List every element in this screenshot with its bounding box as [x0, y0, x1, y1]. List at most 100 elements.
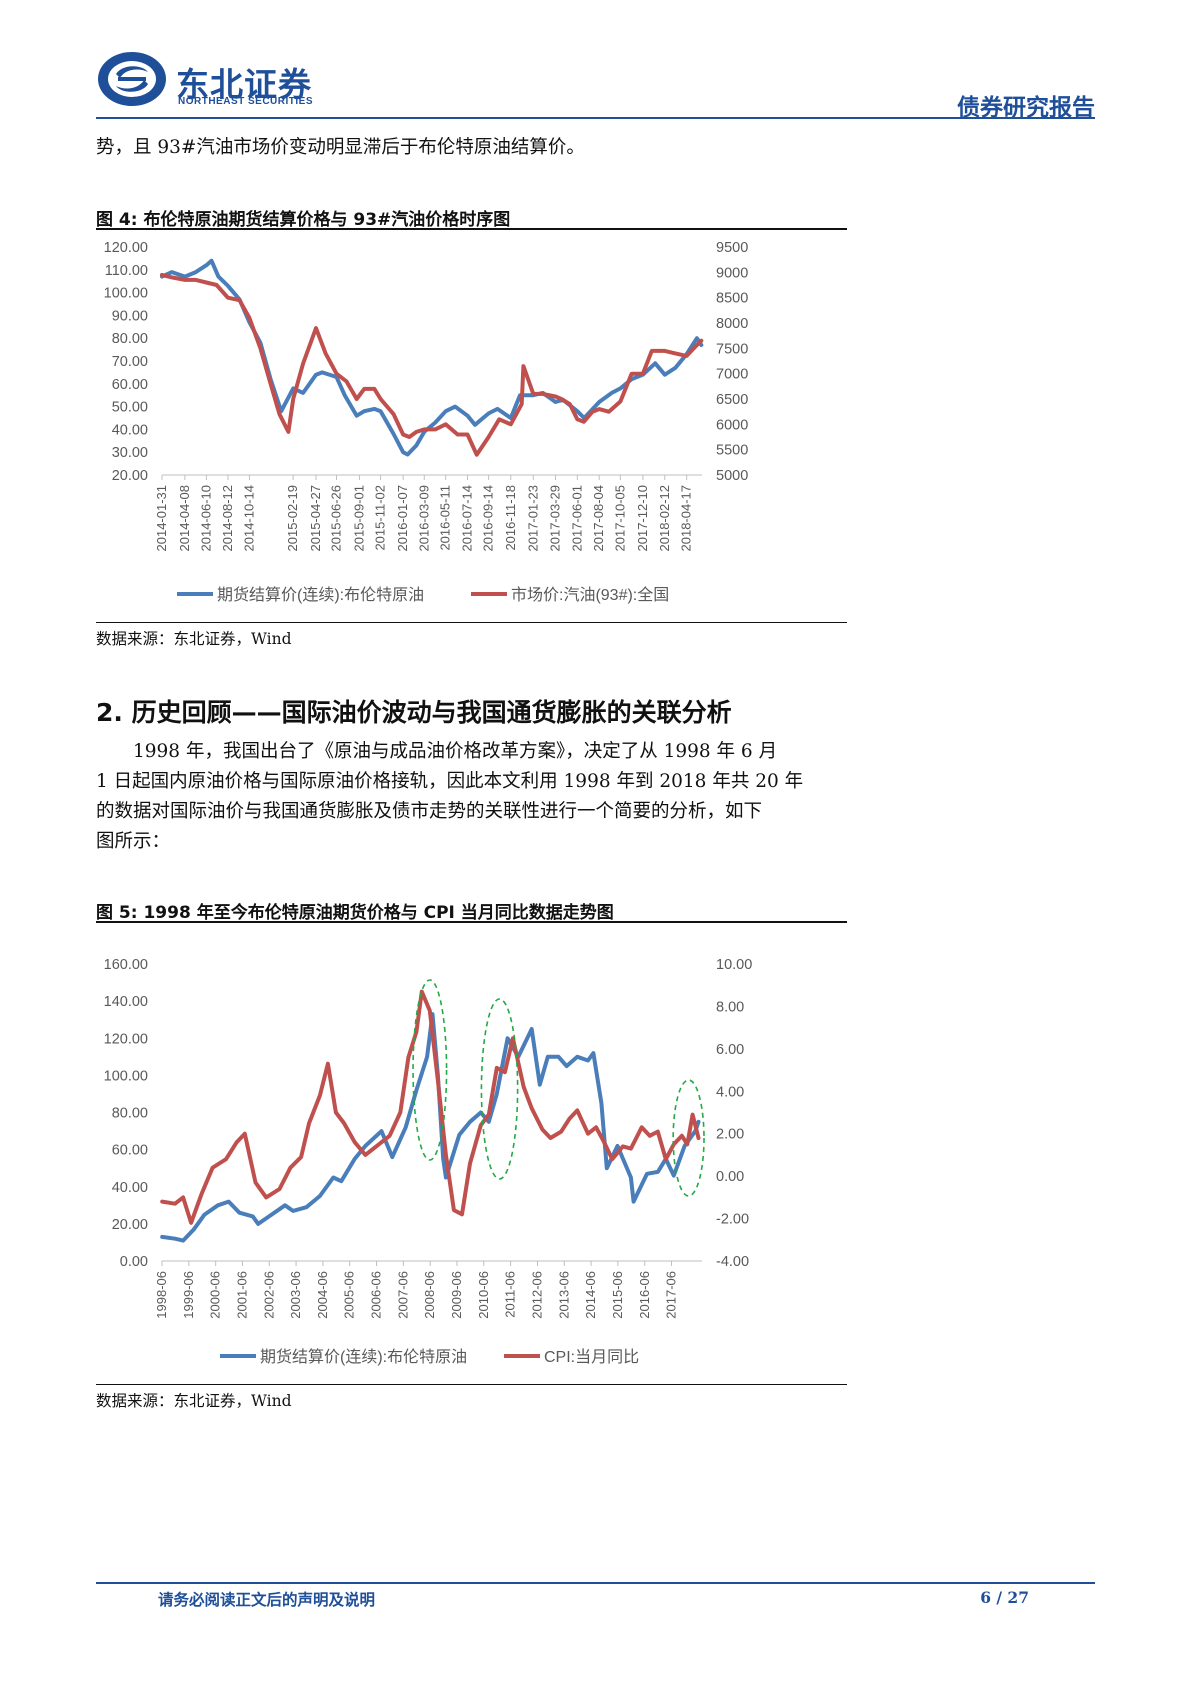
- northeast-securities-logo: [98, 52, 166, 106]
- fig4-x-tick-label: 2016-01-07: [395, 485, 410, 552]
- fig5-x-tick-label: 2017-06: [664, 1271, 679, 1319]
- figure4-bottom-rule: [96, 622, 847, 623]
- fig4-left-tick-label: 120.00: [104, 240, 148, 256]
- fig5-x-tick-label: 2014-06: [583, 1271, 598, 1319]
- fig5-x-tick-label: 2012-06: [529, 1271, 544, 1319]
- section2-para-line1: 1998 年，我国出台了《原油与成品油价格改革方案》，决定了从 1998 年 6…: [133, 741, 778, 762]
- fig5-left-tick-label: 60.00: [112, 1143, 148, 1159]
- fig4-series-line-gasoline: [160, 272, 704, 457]
- fig4-x-tick-label: 2014-01-31: [154, 485, 169, 552]
- fig4-x-tick-label: 2017-01-23: [525, 485, 540, 552]
- header-divider: [96, 117, 1095, 119]
- footer-divider: [96, 1582, 1095, 1584]
- fig4-x-tick-label: 2016-11-18: [503, 485, 518, 551]
- fig5-left-tick-label: 100.00: [104, 1068, 148, 1084]
- footer-disclaimer-note: 请务必阅读正文后的声明及说明: [158, 1590, 376, 1609]
- fig4-left-tick-label: 40.00: [112, 422, 148, 438]
- fig4-legend-label: 期货结算价(连续):布伦特原油: [217, 585, 424, 604]
- section2-para-line4: 图所示：: [96, 831, 171, 852]
- fig4-right-tick-label: 6500: [716, 392, 748, 408]
- fig5-right-tick-label: -2.00: [716, 1212, 749, 1228]
- fig5-x-tick-label: 2004-06: [315, 1271, 330, 1319]
- fig5-legend-label: 期货结算价(连续):布伦特原油: [260, 1347, 467, 1366]
- brand-name-en: NORTHEAST SECURITIES: [178, 96, 314, 107]
- fig4-x-tick-label: 2017-03-29: [547, 485, 562, 552]
- fig4-x-tick-label: 2015-02-19: [285, 485, 300, 552]
- fig5-left-tick-label: 80.00: [112, 1106, 148, 1122]
- fig4-x-tick-label: 2015-11-02: [373, 485, 388, 551]
- fig4-x-tick-label: 2014-06-10: [198, 485, 213, 552]
- fig4-series-line-brent: [160, 258, 704, 457]
- fig4-x-tick-label: 2016-05-11: [438, 485, 453, 551]
- fig5-x-tick-label: 2016-06: [637, 1271, 652, 1319]
- fig4-left-tick-label: 20.00: [112, 468, 148, 484]
- fig5-right-tick-label: 10.00: [716, 957, 752, 973]
- fig5-x-tick-label: 2001-06: [234, 1271, 249, 1319]
- fig4-left-tick-label: 30.00: [112, 445, 148, 461]
- fig5-right-tick-label: -4.00: [716, 1254, 749, 1270]
- fig5-left-tick-label: 20.00: [112, 1217, 148, 1233]
- fig4-left-tick-label: 110.00: [105, 263, 148, 279]
- fig4-left-tick-label: 60.00: [112, 377, 148, 393]
- figure4-source: 数据来源：东北证券，Wind: [96, 630, 292, 648]
- fig5-legend-label: CPI:当月同比: [544, 1348, 639, 1366]
- fig5-left-tick-label: 0.00: [120, 1254, 148, 1270]
- fig5-x-tick-label: 2013-06: [556, 1271, 571, 1319]
- figure5-top-rule: [96, 921, 847, 923]
- fig4-x-tick-label: 2014-04-08: [177, 485, 192, 552]
- brand-name-cn: 东北证券: [176, 65, 312, 104]
- intro-text: 势，且 93#汽油市场价变动明显滞后于布伦特原油结算价。: [96, 137, 585, 158]
- fig4-right-tick-label: 8500: [716, 291, 748, 307]
- fig4-x-tick-label: 2018-02-12: [657, 485, 672, 552]
- page-number: 6 / 27: [980, 1588, 1029, 1607]
- fig5-x-tick-label: 2015-06: [610, 1271, 625, 1319]
- fig4-x-tick-label: 2017-12-10: [635, 485, 650, 552]
- fig5-annotation-ellipse: [672, 1079, 705, 1197]
- fig4-left-tick-label: 90.00: [112, 308, 148, 324]
- fig5-series-line-cpi: [160, 989, 701, 1225]
- fig5-annotation-ellipse: [480, 998, 519, 1180]
- section2-para-line2: 1 日起国内原油价格与国际原油价格接轨，因此本文利用 1998 年到 2018 …: [96, 771, 804, 792]
- fig5-series-line-brent: [160, 1012, 701, 1243]
- report-type: 债券研究报告: [957, 95, 1095, 121]
- fig5-x-tick-label: 2005-06: [342, 1271, 357, 1319]
- section2-title: 2. 历史回顾——国际油价波动与我国通货膨胀的关联分析: [96, 698, 732, 727]
- fig4-right-tick-label: 6000: [716, 417, 748, 433]
- fig5-left-tick-label: 40.00: [112, 1180, 148, 1196]
- fig4-right-tick-label: 9500: [716, 240, 748, 256]
- figure4-title: 图 4: 布伦特原油期货结算价格与 93#汽油价格时序图: [96, 210, 511, 230]
- fig4-left-tick-label: 70.00: [112, 354, 148, 370]
- fig4-right-tick-label: 7500: [716, 341, 748, 357]
- section2-para-line3: 的数据对国际油价与我国通货膨胀及债市走势的关联性进行一个简要的分析，如下: [96, 801, 763, 822]
- fig4-x-tick-label: 2017-10-05: [612, 485, 627, 552]
- fig4-x-tick-label: 2014-08-12: [220, 485, 235, 552]
- fig4-left-tick-label: 100.00: [104, 286, 148, 302]
- fig5-x-tick-label: 2006-06: [369, 1271, 384, 1319]
- fig4-left-tick-label: 80.00: [112, 331, 148, 347]
- fig5-x-tick-label: 2002-06: [261, 1271, 276, 1319]
- figure4-chart: 120.00 110.00 100.00 90.00 80.00 70.00 60.00 50…: [104, 240, 749, 604]
- fig5-annotation-ellipse: [412, 979, 448, 1161]
- fig4-x-tick-label: 2015-04-27: [308, 485, 323, 552]
- figure5-source: 数据来源：东北证券，Wind: [96, 1392, 292, 1410]
- fig5-x-tick-label: 2010-06: [476, 1271, 491, 1319]
- fig4-right-tick-label: 5000: [716, 468, 748, 484]
- fig5-right-tick-label: 2.00: [716, 1127, 744, 1143]
- fig4-right-tick-label: 7000: [716, 367, 748, 383]
- figure5-bottom-rule: [96, 1384, 847, 1385]
- figure4-top-rule: [96, 228, 847, 230]
- fig4-x-tick-label: 2015-09-01: [351, 485, 366, 552]
- fig4-right-tick-label: 8000: [716, 316, 748, 332]
- fig5-x-tick-label: 1999-06: [181, 1271, 196, 1319]
- fig5-left-tick-label: 120.00: [104, 1031, 148, 1047]
- fig5-left-tick-label: 140.00: [104, 994, 148, 1010]
- fig5-right-tick-label: 6.00: [716, 1042, 744, 1058]
- fig5-x-tick-label: 2003-06: [288, 1271, 303, 1319]
- fig5-x-tick-label: 2008-06: [422, 1271, 437, 1319]
- fig4-x-tick-label: 2017-06-01: [569, 485, 584, 552]
- fig4-x-tick-label: 2018-04-17: [679, 485, 694, 552]
- fig5-right-tick-label: 8.00: [716, 999, 744, 1015]
- fig5-x-tick-label: 2009-06: [449, 1271, 464, 1319]
- fig4-x-tick-label: 2016-09-14: [481, 485, 496, 552]
- fig5-right-tick-label: 4.00: [716, 1084, 744, 1100]
